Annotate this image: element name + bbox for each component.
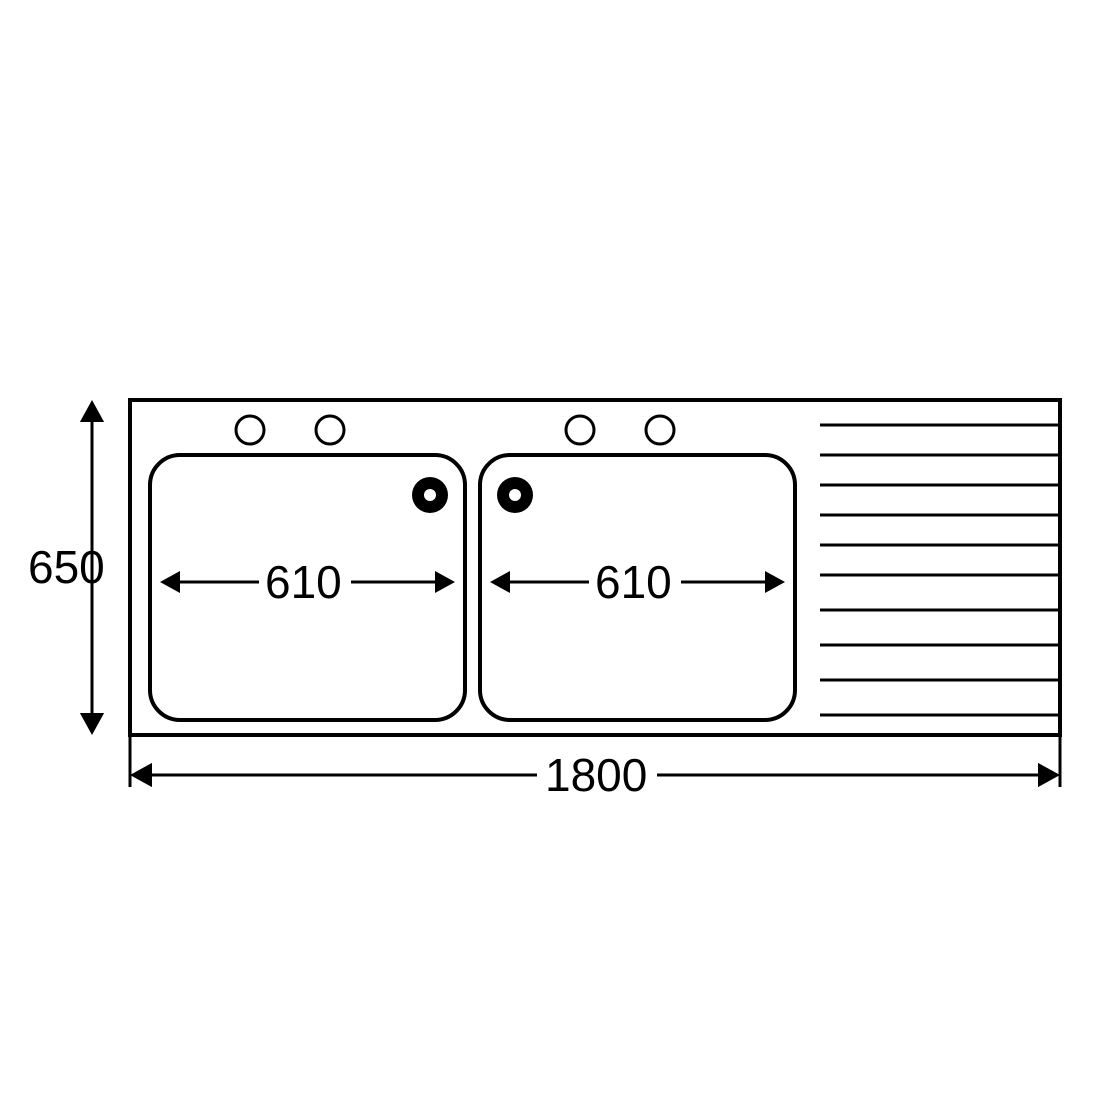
- dim-width-label: 1800: [545, 749, 647, 801]
- tap-hole-4: [646, 416, 674, 444]
- arrowhead-icon: [80, 713, 104, 735]
- sink-technical-drawing: 650 1800 610 610: [0, 0, 1100, 1100]
- arrowhead-icon: [490, 571, 510, 593]
- arrowhead-icon: [765, 571, 785, 593]
- arrowhead-icon: [160, 571, 180, 593]
- arrowhead-icon: [130, 763, 152, 787]
- tap-hole-2: [316, 416, 344, 444]
- dim-bowl2-label: 610: [595, 556, 672, 608]
- dim-bowl1-label: 610: [265, 556, 342, 608]
- arrowhead-icon: [435, 571, 455, 593]
- dim-height-label: 650: [28, 541, 105, 593]
- arrowhead-icon: [1038, 763, 1060, 787]
- tap-hole-1: [236, 416, 264, 444]
- drain-hole-inner-2: [509, 489, 521, 501]
- arrowhead-icon: [80, 400, 104, 422]
- drain-hole-inner-1: [424, 489, 436, 501]
- tap-hole-3: [566, 416, 594, 444]
